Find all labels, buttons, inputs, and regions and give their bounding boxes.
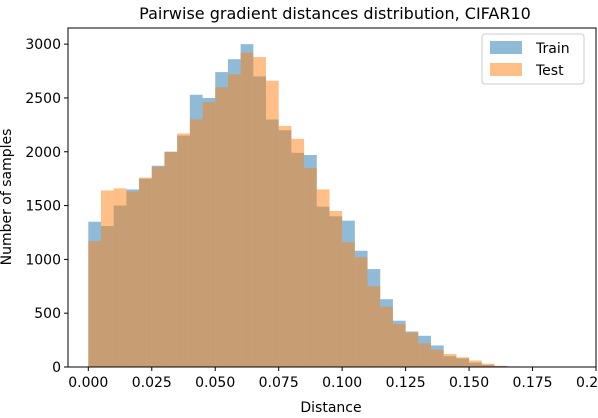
histogram-bar-test	[304, 167, 317, 367]
y-tick-label: 0	[52, 360, 61, 376]
histogram-bar-test	[177, 133, 190, 367]
histogram-bar-test	[329, 210, 343, 367]
histogram-bar-test	[266, 80, 279, 367]
histogram-bar-test	[215, 87, 228, 367]
legend-swatch-test	[490, 63, 522, 76]
x-tick-label: 0.100	[322, 375, 362, 391]
histogram-bar-test	[494, 365, 508, 367]
histogram-bar-test	[456, 357, 470, 367]
y-tick-label: 500	[34, 306, 61, 322]
x-axis-ticks: 0.000 0.025 0.050 0.075 0.100 0.125 0.150 0.175…	[68, 367, 598, 391]
histogram-bar-test	[101, 190, 114, 367]
legend-label-train: Train	[535, 41, 570, 57]
x-tick-label: 0.175	[512, 375, 552, 391]
histogram-bar-test	[380, 306, 393, 367]
x-tick-label: 0.125	[386, 375, 426, 391]
histogram-bar-test	[202, 102, 216, 367]
y-axis-ticks: 0 500 1000 1500 2000 2500 3000	[25, 37, 68, 376]
y-tick-label: 1500	[25, 199, 61, 215]
histogram-bar-test	[291, 138, 305, 367]
histogram-bar-test	[316, 189, 330, 367]
histogram-bar-test	[392, 323, 406, 367]
x-tick-label: 0.150	[449, 375, 489, 391]
histogram-bar-test	[367, 286, 381, 367]
histogram-bar-test	[342, 242, 355, 367]
y-tick-label: 1000	[25, 252, 61, 268]
y-axis-label: Number of samples	[0, 129, 15, 266]
x-tick-label: 0.075	[259, 375, 299, 391]
histogram-bar-test	[126, 191, 140, 367]
histogram-bar-test	[418, 343, 431, 367]
x-tick-label: 0.050	[195, 375, 235, 391]
histogram-bar-test	[151, 166, 165, 367]
histogram-bar-test	[88, 241, 101, 367]
y-tick-label: 3000	[25, 37, 61, 53]
legend-label-test: Test	[535, 63, 564, 79]
y-tick-label: 2000	[25, 145, 61, 161]
y-tick-label: 2500	[25, 91, 61, 107]
histogram-bar-test	[278, 125, 292, 367]
histogram-bar-test	[354, 257, 368, 367]
legend: Train Test	[481, 33, 585, 85]
x-tick-label: 0.000	[68, 375, 108, 391]
legend-swatch-train	[490, 41, 522, 54]
histogram-bar-test	[253, 57, 266, 368]
histogram-bar-test	[481, 363, 495, 367]
x-tick-label: 0.200	[576, 375, 598, 391]
histogram-bar-test	[189, 119, 203, 367]
histogram-bar-test	[431, 349, 444, 367]
histogram-bar-test	[113, 188, 127, 367]
series-test	[88, 52, 520, 368]
histogram-bar-test	[405, 332, 419, 367]
histogram-bar-test	[469, 360, 482, 367]
x-tick-label: 0.025	[132, 375, 172, 391]
histogram-bar-test	[227, 74, 241, 368]
histogram-bar-test	[240, 52, 254, 367]
histogram-bar-test	[164, 151, 178, 367]
chart-title: Pairwise gradient distances distribution…	[139, 4, 531, 23]
histogram-bar-test	[139, 177, 152, 367]
bars-layer	[88, 44, 520, 368]
plot-area-frame	[67, 27, 597, 368]
x-axis-label: Distance	[300, 400, 361, 416]
histogram-bar-test	[443, 354, 457, 367]
